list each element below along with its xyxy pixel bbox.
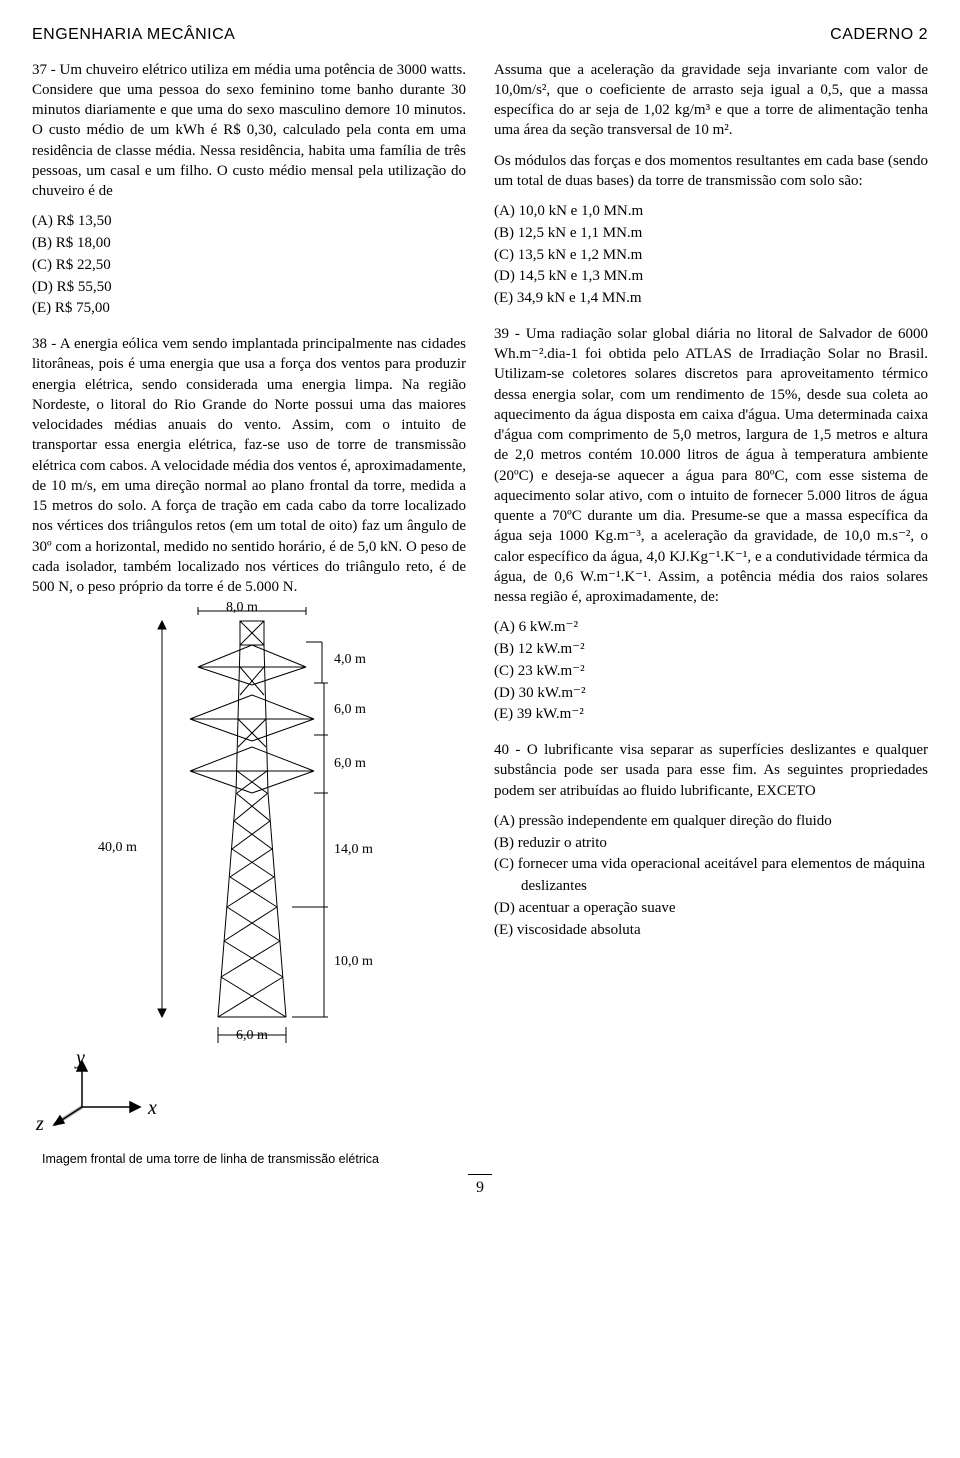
q40-alt-e: (E) viscosidade absoluta	[494, 920, 928, 942]
q37-alt-a: (A) R$ 13,50	[32, 211, 466, 233]
q39-text: 39 - Uma radiação solar global diária no…	[494, 324, 928, 608]
q38b-alt-a: (A) 10,0 kN e 1,0 MN.m	[494, 201, 928, 223]
q37-alt-e: (E) R$ 75,00	[32, 298, 466, 320]
dim-height: 40,0 m	[98, 839, 137, 858]
q38b-text: Assuma que a aceleração da gravidade sej…	[494, 60, 928, 141]
axis-y-label: y	[76, 1045, 85, 1072]
q38b-alt-e: (E) 34,9 kN e 1,4 MN.m	[494, 288, 928, 310]
tower-caption: Imagem frontal de uma torre de linha de …	[42, 1151, 466, 1168]
q40-alt-b: (B) reduzir o atrito	[494, 833, 928, 855]
right-column: Assuma que a aceleração da gravidade sej…	[494, 60, 928, 1169]
q38-text: 38 - A energia eólica vem sendo implanta…	[32, 334, 466, 597]
axis-z-label: z	[36, 1111, 44, 1138]
tower-svg	[152, 607, 352, 1047]
q38b-alt-d: (D) 14,5 kN e 1,3 MN.m	[494, 266, 928, 288]
q40-alternatives: (A) pressão independente em qualquer dir…	[494, 811, 928, 942]
dim-upper-side: 14,0 m	[334, 841, 373, 860]
tower-figure: 8,0 m 4,0 m 6,0 m 6,0 m 40,0 m 14,0 m 10…	[32, 607, 466, 1047]
q39-alternatives: (A) 6 kW.m⁻² (B) 12 kW.m⁻² (C) 23 kW.m⁻²…	[494, 617, 928, 726]
q40-text: 40 - O lubrificante visa separar as supe…	[494, 740, 928, 801]
q37-alternatives: (A) R$ 13,50 (B) R$ 18,00 (C) R$ 22,50 (…	[32, 211, 466, 320]
q38b-p2: Os módulos das forças e dos momentos res…	[494, 151, 928, 192]
left-column: 37 - Um chuveiro elétrico utiliza em méd…	[32, 60, 466, 1169]
dim-arm3: 6,0 m	[334, 755, 366, 774]
q39-alt-e: (E) 39 kW.m⁻²	[494, 704, 928, 726]
dim-arm1: 4,0 m	[334, 651, 366, 670]
q38b-alt-c: (C) 13,5 kN e 1,2 MN.m	[494, 245, 928, 267]
q37-alt-d: (D) R$ 55,50	[32, 277, 466, 299]
axis-x-label: x	[148, 1095, 157, 1122]
page-number: 9	[468, 1174, 492, 1199]
dim-top-width: 8,0 m	[226, 599, 258, 618]
q40-alt-a: (A) pressão independente em qualquer dir…	[494, 811, 928, 833]
q40-alt-d: (D) acentuar a operação suave	[494, 898, 928, 920]
q37-text: 37 - Um chuveiro elétrico utiliza em méd…	[32, 60, 466, 202]
header-right: CADERNO 2	[830, 24, 928, 46]
q39-alt-b: (B) 12 kW.m⁻²	[494, 639, 928, 661]
dim-arm2: 6,0 m	[334, 701, 366, 720]
content-columns: 37 - Um chuveiro elétrico utiliza em méd…	[32, 60, 928, 1169]
q38b-alt-b: (B) 12,5 kN e 1,1 MN.m	[494, 223, 928, 245]
q39-alt-d: (D) 30 kW.m⁻²	[494, 683, 928, 705]
page-header: ENGENHARIA MECÂNICA CADERNO 2	[32, 24, 928, 46]
q38b-alternatives: (A) 10,0 kN e 1,0 MN.m (B) 12,5 kN e 1,1…	[494, 201, 928, 310]
q37-alt-b: (B) R$ 18,00	[32, 233, 466, 255]
dim-lower-side: 10,0 m	[334, 953, 373, 972]
dim-base-width: 6,0 m	[236, 1027, 268, 1046]
q39-alt-c: (C) 23 kW.m⁻²	[494, 661, 928, 683]
axes-svg	[32, 1049, 162, 1139]
q40-alt-c: (C) fornecer uma vida operacional aceitá…	[494, 854, 928, 898]
q37-alt-c: (C) R$ 22,50	[32, 255, 466, 277]
header-left: ENGENHARIA MECÂNICA	[32, 24, 235, 46]
axes-figure: y x z	[32, 1049, 466, 1149]
q39-alt-a: (A) 6 kW.m⁻²	[494, 617, 928, 639]
